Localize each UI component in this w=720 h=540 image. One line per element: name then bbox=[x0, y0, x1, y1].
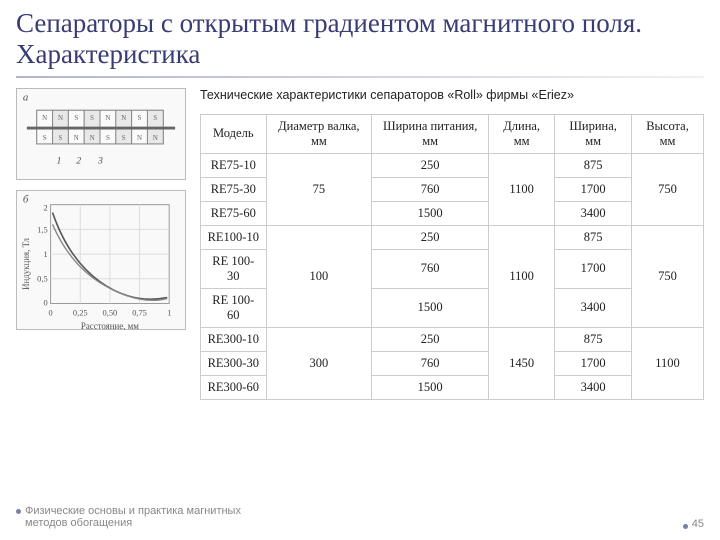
svg-text:N: N bbox=[105, 115, 110, 122]
svg-text:2: 2 bbox=[43, 204, 47, 213]
table-row: RE300-1030025014508751100 bbox=[201, 327, 704, 351]
cell-height: 1100 bbox=[632, 327, 704, 399]
cell-width-feed: 250 bbox=[372, 153, 489, 177]
page-number-value: 45 bbox=[692, 518, 704, 530]
svg-text:0,5: 0,5 bbox=[37, 275, 47, 284]
th-length: Длина, мм bbox=[489, 114, 555, 153]
svg-text:1,5: 1,5 bbox=[37, 225, 47, 234]
svg-text:0,25: 0,25 bbox=[73, 308, 88, 317]
cell-model: RE300-60 bbox=[201, 375, 267, 399]
svg-text:0,50: 0,50 bbox=[103, 308, 118, 317]
table-header-row: Модель Диаметр валка, мм Ширина питания,… bbox=[201, 114, 704, 153]
cell-model: RE300-10 bbox=[201, 327, 267, 351]
cell-length: 1450 bbox=[489, 327, 555, 399]
svg-text:Расстояние, мм: Расстояние, мм bbox=[81, 321, 139, 330]
footer: Физические основы и практика магнитных м… bbox=[16, 505, 704, 530]
cell-length: 1100 bbox=[489, 225, 555, 327]
svg-text:N: N bbox=[137, 135, 142, 142]
cell-width-feed: 760 bbox=[372, 177, 489, 201]
cell-width: 1700 bbox=[555, 351, 632, 375]
cell-width: 1700 bbox=[555, 249, 632, 288]
right-column: Технические характеристики сепараторов «… bbox=[200, 88, 704, 400]
left-column: а N S N S S N S N N S N S S N S N 1 2 3 bbox=[16, 88, 186, 400]
cell-width: 875 bbox=[555, 153, 632, 177]
svg-text:S: S bbox=[106, 135, 110, 142]
cell-model: RE75-30 bbox=[201, 177, 267, 201]
cell-width-feed: 760 bbox=[372, 249, 489, 288]
th-diameter: Диаметр валка, мм bbox=[266, 114, 372, 153]
cell-width-feed: 250 bbox=[372, 327, 489, 351]
table-caption: Технические характеристики сепараторов «… bbox=[200, 88, 704, 104]
figure-b-label: б bbox=[23, 194, 29, 206]
svg-text:N: N bbox=[74, 135, 79, 142]
footer-text: Физические основы и практика магнитных м… bbox=[25, 505, 276, 530]
cell-model: RE 100-60 bbox=[201, 288, 267, 327]
bullet-icon bbox=[683, 524, 688, 529]
svg-text:N: N bbox=[42, 115, 47, 122]
cell-width: 1700 bbox=[555, 177, 632, 201]
svg-text:2: 2 bbox=[76, 156, 81, 167]
svg-text:S: S bbox=[122, 135, 126, 142]
cell-length: 1100 bbox=[489, 153, 555, 225]
cell-width: 3400 bbox=[555, 288, 632, 327]
svg-text:N: N bbox=[58, 115, 63, 122]
table-row: RE100-101002501100875750 bbox=[201, 225, 704, 249]
svg-text:S: S bbox=[74, 115, 78, 122]
svg-text:1: 1 bbox=[57, 156, 62, 167]
footer-left: Физические основы и практика магнитных м… bbox=[16, 505, 276, 530]
cell-diameter: 75 bbox=[266, 153, 372, 225]
svg-text:0: 0 bbox=[43, 299, 47, 308]
cell-width-feed: 1500 bbox=[372, 375, 489, 399]
cell-model: RE75-10 bbox=[201, 153, 267, 177]
cell-height: 750 bbox=[632, 153, 704, 225]
svg-text:S: S bbox=[138, 115, 142, 122]
th-model: Модель bbox=[201, 114, 267, 153]
svg-text:1: 1 bbox=[43, 250, 47, 259]
cell-width: 3400 bbox=[555, 201, 632, 225]
svg-text:0,75: 0,75 bbox=[132, 308, 147, 317]
svg-text:S: S bbox=[153, 115, 157, 122]
svg-text:S: S bbox=[43, 135, 47, 142]
page-number: 45 bbox=[683, 518, 704, 530]
svg-text:N: N bbox=[153, 135, 158, 142]
slide: Сепараторы с открытым градиентом магнитн… bbox=[0, 0, 720, 540]
figure-a-label: а bbox=[23, 91, 29, 103]
spec-table: Модель Диаметр валка, мм Ширина питания,… bbox=[200, 114, 704, 400]
cell-model: RE 100-30 bbox=[201, 249, 267, 288]
cell-width-feed: 1500 bbox=[372, 201, 489, 225]
page-title: Сепараторы с открытым градиентом магнитн… bbox=[16, 8, 704, 70]
cell-diameter: 100 bbox=[266, 225, 372, 327]
th-width-feed: Ширина питания, мм bbox=[372, 114, 489, 153]
svg-text:S: S bbox=[90, 115, 94, 122]
cell-diameter: 300 bbox=[266, 327, 372, 399]
th-height: Высота, мм bbox=[632, 114, 704, 153]
bullet-icon bbox=[16, 509, 21, 514]
figure-b-svg: б 0 bbox=[17, 190, 185, 330]
svg-text:N: N bbox=[90, 135, 95, 142]
svg-text:0: 0 bbox=[49, 308, 53, 317]
cell-width-feed: 1500 bbox=[372, 288, 489, 327]
cell-model: RE300-30 bbox=[201, 351, 267, 375]
table-row: RE75-10752501100875750 bbox=[201, 153, 704, 177]
title-underline bbox=[16, 76, 704, 78]
cell-width-feed: 250 bbox=[372, 225, 489, 249]
cell-width: 875 bbox=[555, 327, 632, 351]
figure-a: а N S N S S N S N N S N S S N S N 1 2 3 bbox=[16, 88, 186, 180]
svg-text:3: 3 bbox=[97, 156, 103, 167]
svg-text:S: S bbox=[59, 135, 63, 142]
figure-b: б 0 bbox=[16, 190, 186, 330]
svg-text:N: N bbox=[121, 115, 126, 122]
cell-width: 875 bbox=[555, 225, 632, 249]
figure-a-svg: а N S N S S N S N N S N S S N S N 1 2 3 bbox=[17, 88, 185, 180]
cell-width-feed: 760 bbox=[372, 351, 489, 375]
svg-text:1: 1 bbox=[167, 308, 171, 317]
cell-width: 3400 bbox=[555, 375, 632, 399]
cell-height: 750 bbox=[632, 225, 704, 327]
cell-model: RE100-10 bbox=[201, 225, 267, 249]
th-width: Ширина, мм bbox=[555, 114, 632, 153]
cell-model: RE75-60 bbox=[201, 201, 267, 225]
content-row: а N S N S S N S N N S N S S N S N 1 2 3 bbox=[16, 88, 704, 400]
svg-text:Индукция, Тл: Индукция, Тл bbox=[21, 238, 31, 290]
